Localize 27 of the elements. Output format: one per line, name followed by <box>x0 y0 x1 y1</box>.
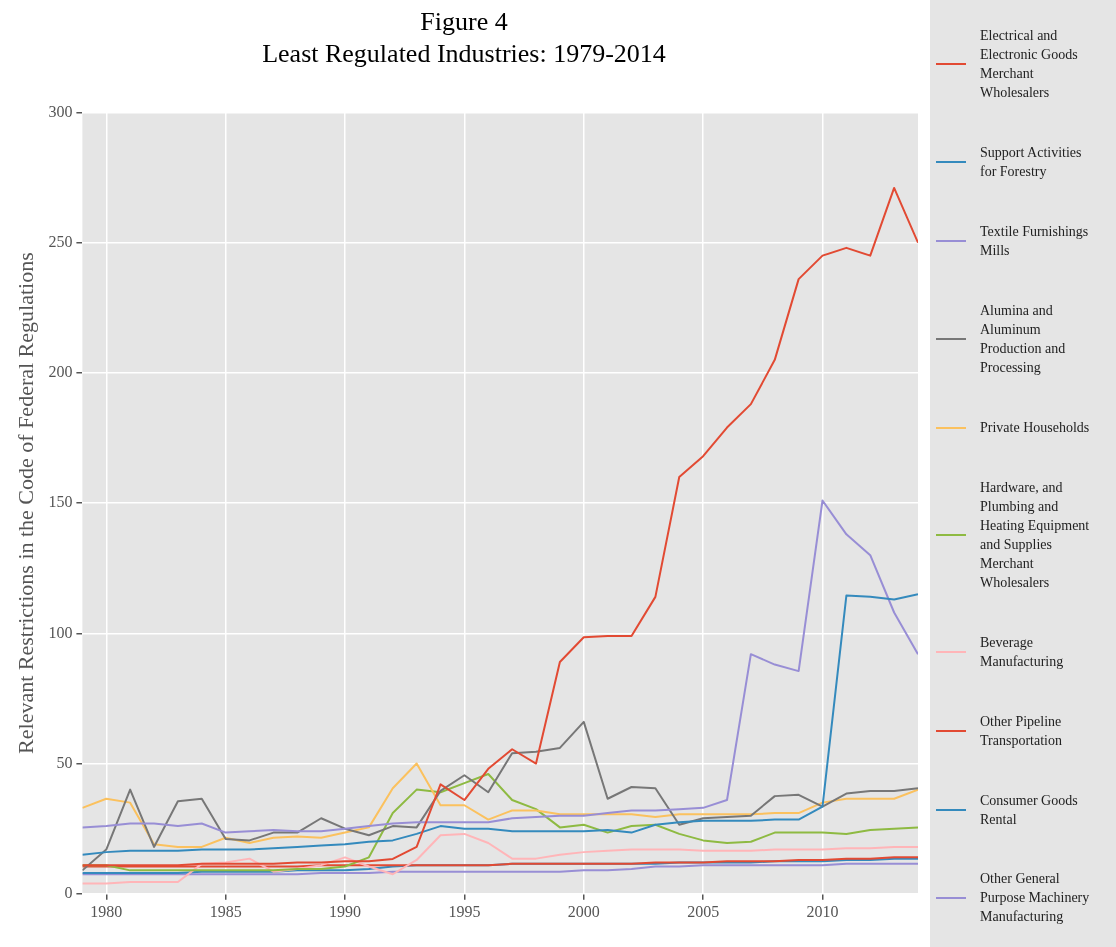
legend-label: Alumina and Aluminum Production and Processing <box>980 302 1067 378</box>
x-tick-label: 1985 <box>209 902 242 920</box>
legend-label: Hardware, and Plumbing and Heating Equipment and Supplies Merchant Wholesalers <box>980 478 1091 592</box>
chart-title: Figure 4 <box>420 7 508 37</box>
y-tick-label: 300 <box>48 102 73 120</box>
legend-label: Beverage Manufacturing <box>980 633 1065 671</box>
legend-label: Other Pipeline Transportation <box>980 712 1063 750</box>
legend-label: Private Households <box>980 419 1091 437</box>
y-tick-label: 50 <box>56 753 73 771</box>
legend-label: Electrical and Electronic Goods Merchant Wholesalers <box>980 27 1079 103</box>
y-tick-label: 250 <box>48 232 73 250</box>
legend-label: Support Activities for Forestry <box>980 144 1083 182</box>
x-tick-label: 2005 <box>687 902 720 920</box>
legend-label: Consumer Goods Rental <box>980 791 1079 829</box>
legend-label: Other General Purpose Machinery Manufacturing <box>980 870 1091 927</box>
y-tick-label: 0 <box>64 884 73 901</box>
x-tick-label: 1980 <box>90 902 123 920</box>
x-tick-label: 1995 <box>448 902 481 920</box>
x-tick-label: 2000 <box>567 902 600 920</box>
y-tick-label: 100 <box>48 623 73 641</box>
legend-label: Textile Furnishings Mills <box>980 223 1090 261</box>
y-tick-label: 150 <box>48 493 73 511</box>
x-tick-label: 2010 <box>806 902 839 920</box>
y-tick-label: 200 <box>48 363 73 381</box>
chart-subtitle: Least Regulated Industries: 1979-2014 <box>262 38 666 68</box>
y-axis-title: Relevant Restrictions in the Code of Federal Regulations <box>12 252 38 754</box>
x-tick-label: 1990 <box>329 902 362 920</box>
